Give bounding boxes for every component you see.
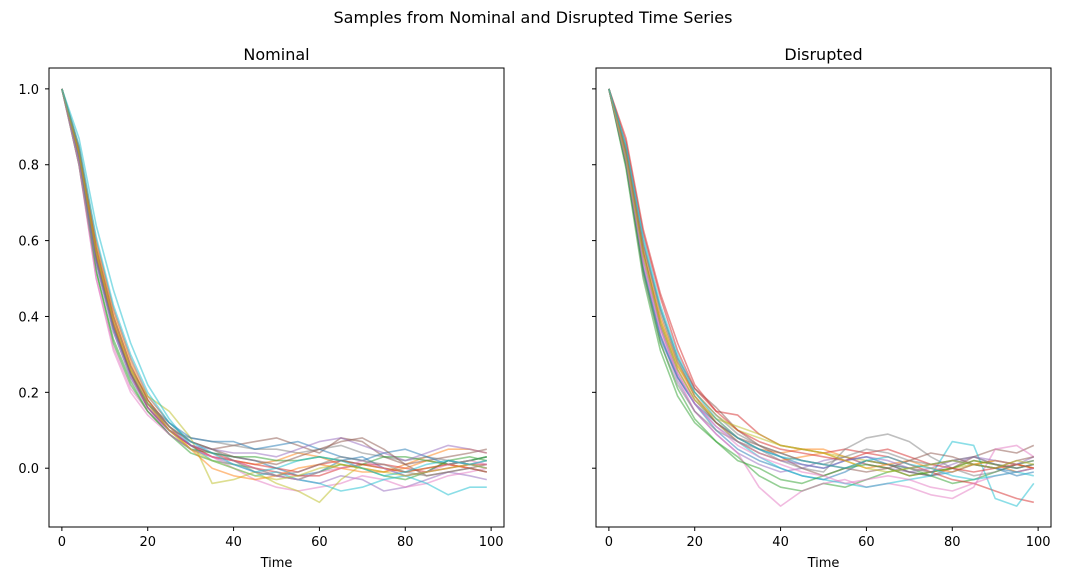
disrupted-series-line-13 — [608, 88, 1034, 485]
disrupted-x-tick-label-0: 0 — [605, 535, 613, 550]
nominal-x-tick-label-100: 100 — [479, 535, 504, 550]
nominal-panel-title: Nominal — [243, 45, 309, 64]
disrupted-series-line-10 — [608, 88, 1035, 507]
nominal-x-tick-label-20: 20 — [139, 535, 156, 550]
disrupted-series-line-19 — [608, 88, 1034, 473]
nominal-x-tick-label-0: 0 — [58, 535, 66, 550]
disrupted-axes-frame — [595, 67, 1052, 528]
nominal-x-tick-label-60: 60 — [311, 535, 328, 550]
nominal-series-line-16 — [61, 88, 487, 477]
nominal-y-tick-label-4: 0.8 — [18, 159, 39, 174]
nominal-series-line-6 — [61, 88, 487, 466]
disrupted-series-line-14 — [608, 88, 1034, 473]
nominal-y-tick-label-5: 1.0 — [18, 83, 39, 98]
nominal-series-line-19 — [61, 88, 487, 481]
disrupted-series-group — [608, 88, 1035, 507]
nominal-x-tick-label-80: 80 — [397, 535, 414, 550]
nominal-series-line-20 — [61, 88, 487, 477]
figure-suptitle: Samples from Nominal and Disrupted Time … — [334, 8, 733, 27]
nominal-y-tick-label-0: 0.0 — [18, 462, 39, 477]
disrupted-x-tick-label-60: 60 — [858, 535, 875, 550]
nominal-y-tick-label-2: 0.4 — [18, 310, 39, 325]
disrupted-x-tick-label-20: 20 — [686, 535, 703, 550]
disrupted-x-tick-label-80: 80 — [944, 535, 961, 550]
nominal-series-line-13 — [61, 88, 487, 466]
nominal-y-tick-label-3: 0.6 — [18, 235, 39, 250]
disrupted-x-axis-label: Time — [807, 556, 840, 571]
nominal-axes-frame — [48, 67, 505, 528]
nominal-x-tick-label-40: 40 — [225, 535, 242, 550]
nominal-series-group — [61, 88, 487, 504]
nominal-y-tick-label-1: 0.2 — [18, 386, 39, 401]
nominal-series-line-7 — [61, 88, 487, 492]
disrupted-series-line-20 — [608, 88, 1034, 481]
nominal-panel: 0 20 40 60 80 100 0.0 0.2 0.4 0.6 0.8 1.0 Nominal Tim… — [18, 45, 505, 571]
nominal-x-axis-label: Time — [260, 556, 293, 571]
disrupted-panel-title: Disrupted — [784, 45, 862, 64]
disrupted-x-tick-label-100: 100 — [1026, 535, 1051, 550]
disrupted-series-line-17 — [608, 88, 1034, 492]
disrupted-x-tick-label-40: 40 — [772, 535, 789, 550]
disrupted-panel: 0 20 40 60 80 100 Disrupted Time — [592, 45, 1052, 571]
nominal-series-line-15 — [61, 88, 487, 462]
